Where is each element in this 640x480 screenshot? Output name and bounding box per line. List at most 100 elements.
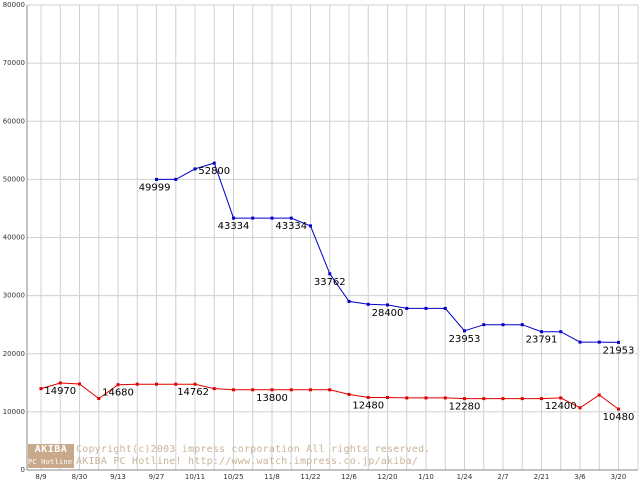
data-label: 12280 — [449, 402, 481, 413]
blue-series-point — [212, 161, 216, 165]
red-series-point — [559, 396, 563, 400]
blue-series-point — [482, 323, 486, 327]
series-points — [39, 161, 620, 411]
data-label: 23791 — [526, 335, 558, 346]
blue-series-point — [597, 340, 601, 344]
x-tick-label: 9/13 — [110, 473, 126, 480]
data-labels: 49999 52800 43334 43334 33762 28400 23953 23791… — [44, 166, 634, 423]
blue-series-point — [501, 323, 505, 327]
red-series-point — [135, 382, 139, 386]
blue-series-point — [270, 216, 274, 220]
blue-series-point — [463, 329, 466, 333]
x-tick-label: 2/7 — [497, 473, 508, 480]
red-series-point — [97, 397, 101, 401]
red-series-point — [212, 387, 216, 391]
red-series-point — [501, 397, 505, 401]
y-tick-label: 30000 — [3, 292, 25, 300]
akiba-logo-bottom: PC Hotline! — [28, 456, 77, 468]
blue-series-point — [386, 303, 389, 307]
blue-series-point — [289, 216, 293, 220]
data-label: 21953 — [603, 345, 635, 356]
blue-series-point — [251, 216, 255, 220]
red-series-point — [309, 388, 312, 392]
red-series-point — [443, 396, 447, 400]
x-tick-label: 9/27 — [149, 473, 165, 480]
data-label: 52800 — [198, 166, 230, 177]
red-series-point — [58, 381, 62, 385]
data-label: 28400 — [372, 308, 404, 319]
red-series-point — [270, 388, 274, 392]
blue-series-point — [443, 306, 447, 310]
blue-series-point — [617, 340, 620, 344]
y-tick-label: 50000 — [3, 175, 25, 183]
data-label: 14970 — [44, 386, 76, 397]
red-series-point — [116, 383, 120, 387]
y-tick-label: 70000 — [3, 59, 25, 67]
blue-series-point — [520, 323, 524, 327]
chart-grid — [27, 4, 638, 470]
chart-axes — [26, 4, 639, 471]
red-series-point — [155, 382, 158, 386]
x-axis-tick-labels: 8/9 8/30 9/13 9/27 10/11 10/25 11/8 11/22 12/6 12… — [35, 473, 626, 480]
copyright-text: Copyright(c)2003 impress corporation All… — [76, 444, 431, 455]
data-label: 14762 — [177, 387, 209, 398]
x-tick-label: 11/8 — [264, 473, 280, 480]
y-tick-label: 60000 — [3, 117, 25, 125]
data-label: 14680 — [102, 388, 134, 399]
x-tick-label: 3/6 — [574, 473, 586, 480]
blue-series-point — [405, 306, 409, 310]
x-tick-label: 12/6 — [341, 473, 357, 480]
y-tick-label: 80000 — [3, 1, 25, 9]
data-label: 23953 — [449, 334, 481, 345]
red-series-point — [347, 392, 351, 396]
red-series-point — [289, 388, 293, 392]
red-series-point — [424, 396, 428, 400]
x-tick-label: 2/21 — [534, 473, 550, 480]
x-tick-label: 1/24 — [457, 473, 473, 480]
y-tick-label: 0 — [21, 466, 25, 474]
data-label: 49999 — [139, 182, 171, 193]
copyright-watermark: AKIBA Copyright(c)2003 impress corporatio… — [28, 444, 548, 456]
blue-series-point — [193, 167, 197, 171]
data-label: 10480 — [603, 412, 635, 423]
x-tick-label: 10/25 — [223, 473, 243, 480]
url-text: AKIBA PC Hotline! http://www.watch.impre… — [76, 456, 419, 467]
red-series-point — [482, 397, 486, 401]
blue-series-point — [424, 306, 428, 310]
red-series-point — [39, 387, 43, 391]
url-watermark: PC Hotline!AKIBA PC Hotline! http://www.… — [28, 456, 548, 468]
red-series-point — [78, 382, 81, 386]
data-label: 13800 — [256, 393, 288, 404]
red-series-point — [617, 407, 620, 411]
blue-series-point — [155, 177, 158, 181]
y-tick-label: 20000 — [3, 350, 25, 358]
data-label: 43334 — [275, 221, 307, 232]
y-axis-tick-labels: 0 10000 20000 30000 40000 50000 60000 70000 8000… — [3, 1, 25, 474]
red-series-point — [174, 382, 178, 386]
red-series-point — [540, 397, 543, 401]
data-label: 33762 — [314, 277, 346, 288]
red-series-point — [463, 397, 466, 401]
blue-series-point — [366, 302, 370, 306]
akiba-logo-top: AKIBA — [28, 444, 74, 456]
red-series-point — [366, 395, 370, 399]
red-series-point — [193, 382, 197, 386]
blue-series-point — [540, 330, 543, 334]
red-series-point — [386, 395, 389, 399]
data-label: 12400 — [545, 401, 577, 412]
red-series-point — [597, 393, 601, 397]
y-tick-label: 10000 — [3, 408, 25, 416]
data-label: 12480 — [352, 400, 384, 411]
x-tick-label: 8/30 — [72, 473, 88, 480]
blue-series-point — [328, 272, 332, 276]
x-tick-label: 1/10 — [418, 473, 434, 480]
x-tick-label: 12/20 — [377, 473, 397, 480]
x-tick-label: 8/9 — [35, 473, 46, 480]
x-tick-label: 11/22 — [300, 473, 320, 480]
x-tick-label: 3/20 — [611, 473, 627, 480]
blue-series-point — [559, 330, 563, 334]
y-tick-label: 40000 — [3, 234, 25, 242]
red-series-point — [328, 388, 332, 392]
blue-series-point — [174, 177, 178, 181]
